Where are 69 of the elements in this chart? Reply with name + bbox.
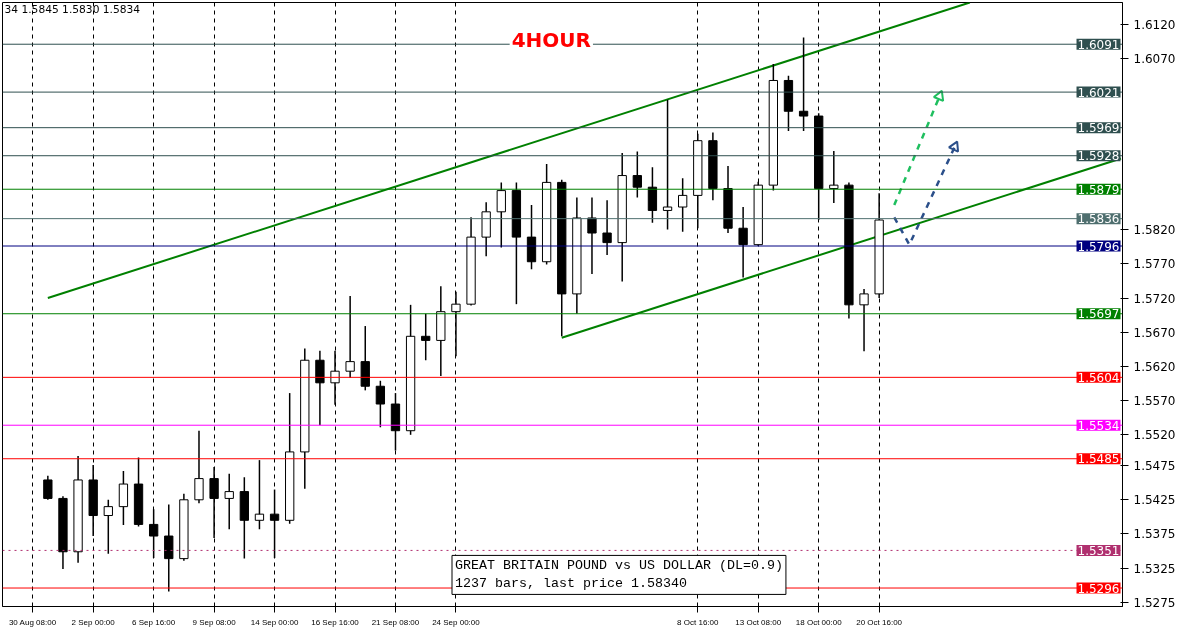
candlestick bbox=[194, 429, 204, 504]
y-tick-label: 1.6070 bbox=[1133, 52, 1176, 67]
x-tick-label: 8 Oct 16:00 bbox=[677, 617, 720, 627]
x-tick-label: 18 Oct 00:00 bbox=[795, 617, 843, 627]
ref-line-label: 1.5836 bbox=[1077, 212, 1120, 227]
candlestick bbox=[602, 199, 612, 256]
ref-line-label: 1.5534 bbox=[1077, 418, 1120, 433]
ref-line-label: 1.5879 bbox=[1077, 182, 1120, 197]
y-tick-label: 1.6120 bbox=[1133, 17, 1176, 32]
annotation: GREAT BRITAIN POUND vs US DOLLAR (DL=0.9) bbox=[455, 558, 783, 574]
x-tick-label: 16 Sep 16:00 bbox=[311, 617, 360, 627]
candlestick bbox=[118, 470, 129, 526]
y-tick-label: 1.5475 bbox=[1133, 459, 1176, 474]
y-tick-label: 1.5520 bbox=[1133, 428, 1176, 443]
candlestick bbox=[647, 166, 658, 224]
candlestick bbox=[164, 503, 174, 593]
y-tick-label: 1.5820 bbox=[1133, 223, 1176, 238]
y-tick-label: 1.5375 bbox=[1133, 527, 1176, 542]
ref-line-label: 1.5485 bbox=[1077, 452, 1120, 467]
candlestick bbox=[421, 312, 431, 361]
candlestick bbox=[148, 508, 159, 559]
x-tick-label: 2 Sep 00:00 bbox=[71, 617, 116, 627]
candlestick bbox=[632, 150, 642, 199]
ref-line-label: 1.5928 bbox=[1077, 149, 1120, 164]
ref-line-label: 1.5796 bbox=[1077, 239, 1120, 254]
y-tick-label: 1.5670 bbox=[1133, 325, 1176, 340]
ref-line-label: 1.5969 bbox=[1077, 121, 1120, 136]
y-tick-label: 1.5325 bbox=[1133, 561, 1176, 576]
annotation: 1237 bars, last price 1.58340 bbox=[455, 576, 687, 592]
candlestick bbox=[375, 380, 386, 429]
ref-line-label: 1.6021 bbox=[1077, 85, 1120, 100]
x-tick-label: 14 Sep 00:00 bbox=[250, 617, 299, 627]
y-tick-label: 1.5720 bbox=[1133, 291, 1176, 306]
x-tick-label: 30 Aug 08:00 bbox=[8, 617, 57, 627]
y-tick-label: 1.5425 bbox=[1133, 493, 1176, 508]
candlestick bbox=[345, 295, 355, 379]
ref-line-label: 1.5604 bbox=[1077, 370, 1120, 385]
candlestick bbox=[798, 36, 809, 132]
x-tick-label: 24 Sep 00:00 bbox=[432, 617, 481, 627]
candlestick bbox=[209, 466, 219, 539]
ref-line-label: 1.5351 bbox=[1077, 543, 1120, 558]
candlestick bbox=[451, 291, 461, 357]
candlestick bbox=[859, 288, 869, 353]
x-tick-label: 20 Oct 16:00 bbox=[856, 617, 903, 627]
ref-line-label: 1.5296 bbox=[1077, 581, 1120, 596]
y-tick-label: 1.5275 bbox=[1133, 595, 1176, 610]
candlestick bbox=[330, 349, 340, 406]
candlestick bbox=[224, 473, 234, 530]
x-tick-label: 6 Sep 16:00 bbox=[132, 617, 176, 627]
ref-line-label: 1.5697 bbox=[1077, 307, 1120, 322]
ref-line-label: 1.6091 bbox=[1077, 37, 1120, 52]
candlestick bbox=[254, 459, 265, 530]
candlestick bbox=[43, 475, 53, 501]
candlestick bbox=[587, 196, 597, 275]
x-tick-label: 21 Sep 08:00 bbox=[371, 617, 420, 627]
x-tick-label: 9 Sep 08:00 bbox=[192, 617, 237, 627]
candlestick bbox=[678, 177, 688, 233]
candlestick bbox=[738, 206, 748, 279]
x-tick-label: 13 Oct 08:00 bbox=[735, 617, 782, 627]
candlestick bbox=[103, 499, 113, 555]
annotation: 34 1.5845 1.5830 1.5834 bbox=[4, 2, 141, 16]
candlestick bbox=[829, 150, 839, 204]
y-tick-label: 1.5620 bbox=[1133, 359, 1176, 374]
candlestick bbox=[269, 488, 280, 559]
candlestick bbox=[662, 98, 673, 231]
text: 4HOUR bbox=[511, 27, 591, 52]
y-tick-label: 1.5570 bbox=[1133, 394, 1176, 409]
candlestick bbox=[315, 349, 325, 426]
y-tick-label: 1.5770 bbox=[1133, 257, 1176, 272]
